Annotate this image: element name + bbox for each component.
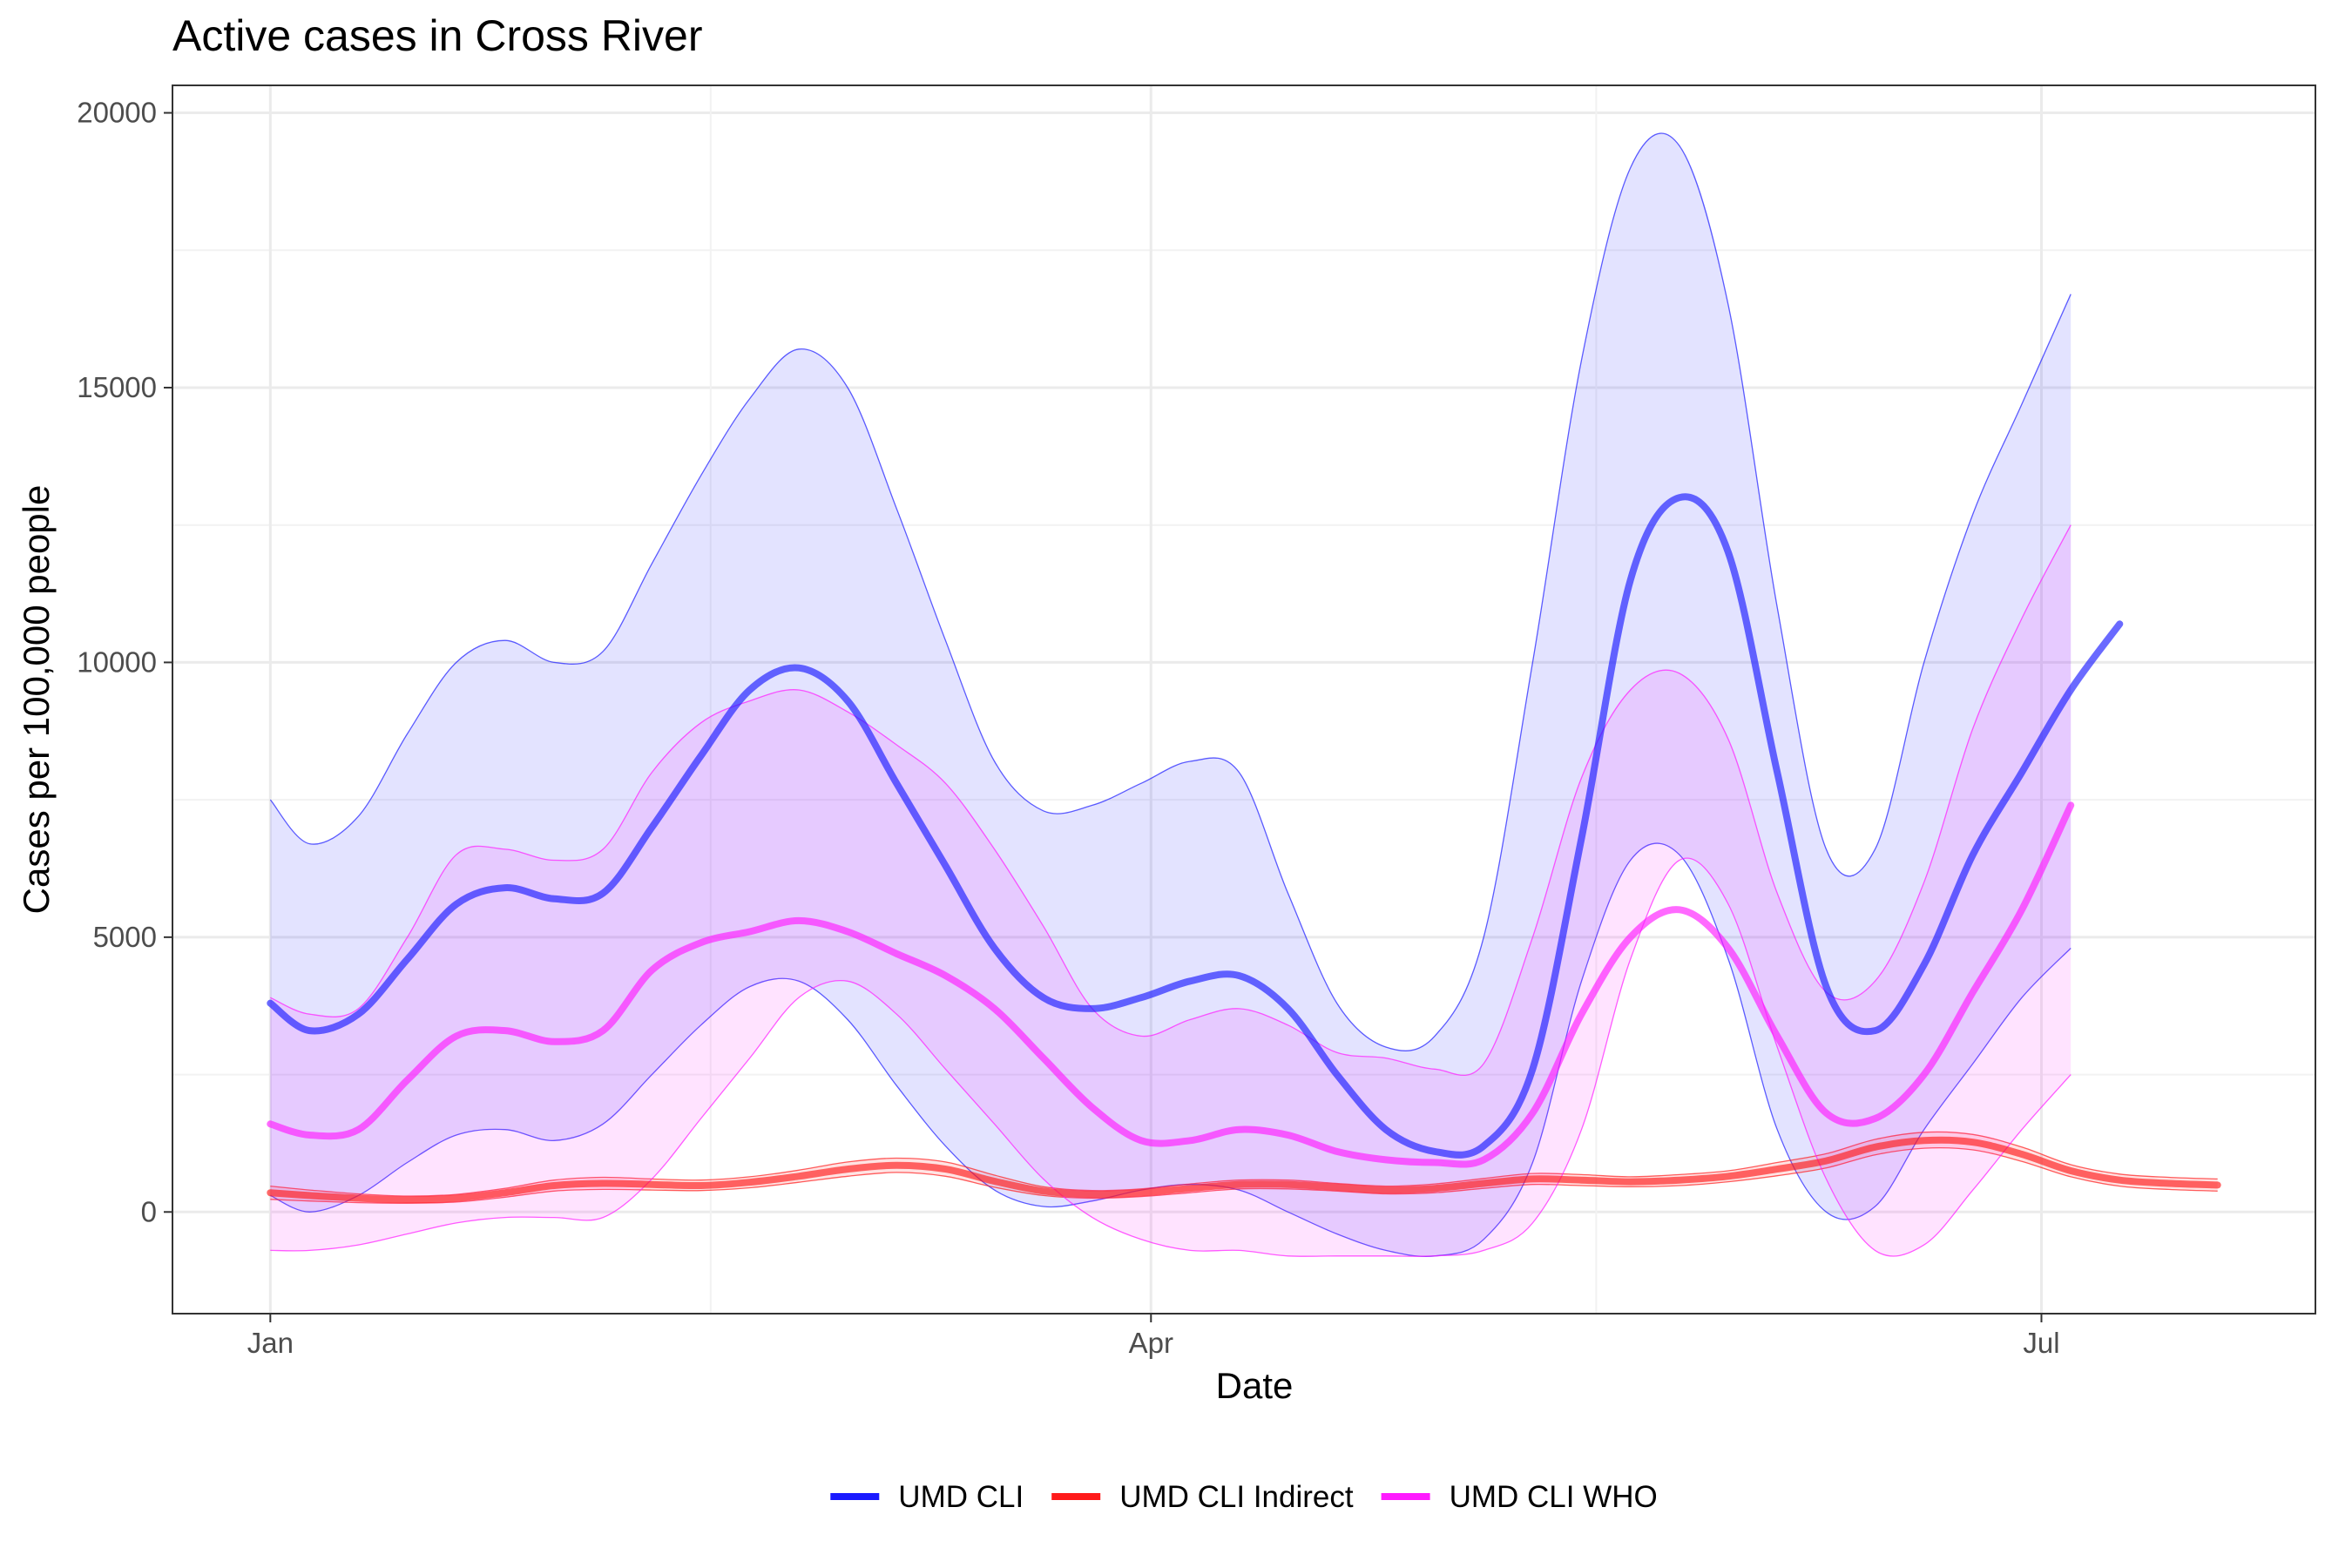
legend: UMD CLI UMD CLI Indirect UMD CLI WHO	[830, 1480, 1658, 1514]
legend-label: UMD CLI	[898, 1480, 1024, 1514]
x-axis-title: Date	[1216, 1365, 1294, 1406]
x-tick-label: Jul	[2023, 1327, 2059, 1359]
y-axis-title: Cases per 100,000 people	[16, 485, 57, 915]
line-umd-cli-indirect	[267, 1136, 2221, 1204]
band-umd-cli-who	[270, 524, 2072, 1257]
y-axis: 0 5000 10000 15000 20000	[77, 97, 172, 1227]
y-tick-label: 5000	[93, 921, 157, 953]
band-upper-umd-cli-who	[270, 524, 2072, 1076]
plot-area	[172, 84, 2316, 1315]
band-upper-umd-cli	[269, 132, 2072, 1051]
legend-label: UMD CLI WHO	[1450, 1480, 1658, 1514]
line-umd-cli-who	[267, 801, 2075, 1168]
band-umd-cli-indirect	[270, 1132, 2218, 1204]
band-lower-umd-cli-who	[270, 857, 2072, 1257]
band-lower-umd-cli	[270, 842, 2072, 1257]
y-tick-label: 0	[141, 1195, 157, 1227]
confidence-bands	[269, 132, 2218, 1257]
plot-background	[172, 85, 2315, 1314]
y-tick-label: 10000	[77, 645, 157, 678]
plot-border	[172, 84, 2316, 1315]
band-upper-umd-cli-indirect	[270, 1131, 2218, 1197]
legend-item-umd-cli-indirect: UMD CLI Indirect	[1051, 1480, 1354, 1514]
band-lower-umd-cli-indirect	[270, 1146, 2218, 1204]
legend-item-umd-cli: UMD CLI	[830, 1480, 1024, 1514]
legend-item-umd-cli-who: UMD CLI WHO	[1381, 1480, 1658, 1514]
chart-title: Active cases in Cross River	[172, 11, 703, 60]
gridlines	[172, 85, 2315, 1314]
x-axis: Jan Apr Jul	[247, 1314, 2060, 1359]
x-tick-label: Apr	[1129, 1327, 1173, 1359]
x-tick-label: Jan	[247, 1327, 294, 1359]
band-umd-cli	[270, 133, 2072, 1257]
y-tick-label: 15000	[77, 371, 157, 403]
legend-label: UMD CLI Indirect	[1119, 1480, 1354, 1514]
line-umd-cli	[267, 493, 2124, 1159]
y-tick-label: 20000	[77, 97, 157, 129]
series-lines	[267, 493, 2221, 1204]
